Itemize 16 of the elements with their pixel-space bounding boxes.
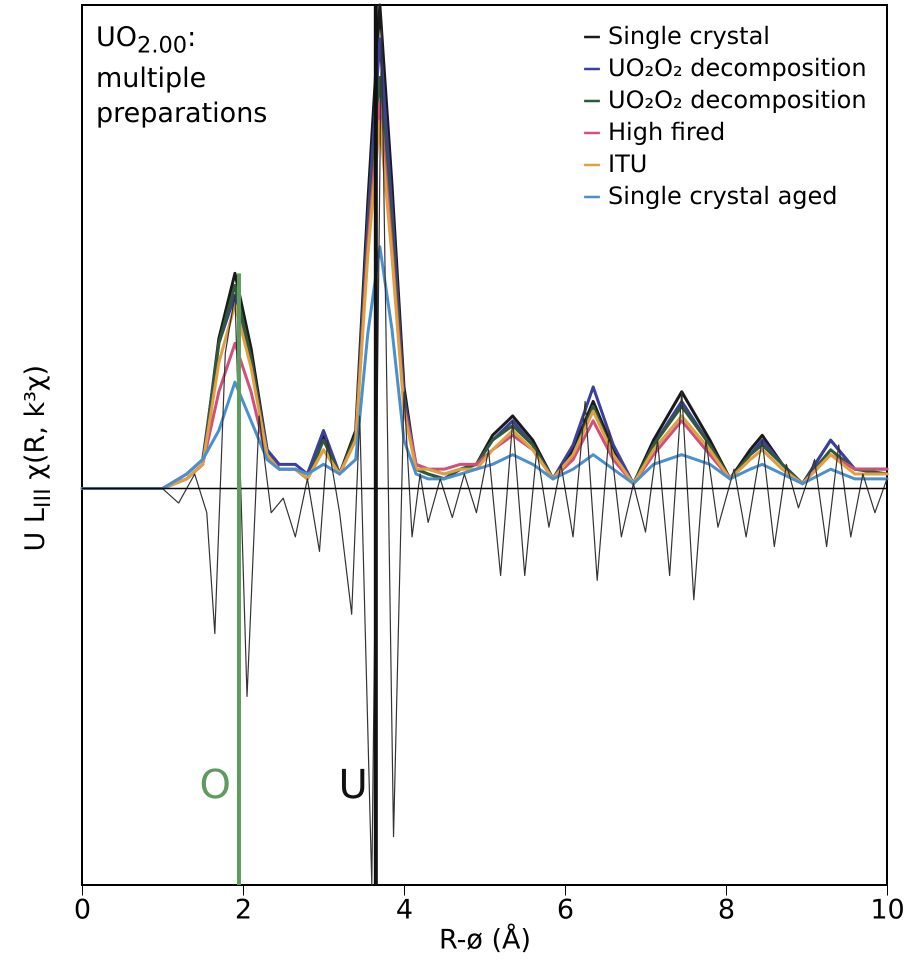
ref-line-label: O — [199, 762, 231, 808]
legend-label: ITU — [608, 150, 648, 178]
x-tick-label: 4 — [396, 894, 414, 926]
x-tick-label: 6 — [556, 894, 574, 926]
x-tick-label: 2 — [234, 894, 252, 926]
x-tick-label: 8 — [718, 894, 736, 926]
legend-label: Single crystal aged — [608, 182, 838, 210]
ref-line-label: U — [338, 762, 368, 808]
legend-label: UO₂O₂ decomposition — [608, 54, 867, 82]
x-axis-title: R-ø (Å) — [438, 922, 532, 956]
x-tick-label: 10 — [870, 894, 905, 926]
legend-label: UO₂O₂ decomposition — [608, 86, 867, 114]
legend-label: Single crystal — [608, 22, 770, 50]
x-tick-label: 0 — [74, 894, 92, 926]
annotation: UO$_{2.00}$: multiple preparations — [96, 21, 268, 131]
legend-label: High fired — [608, 118, 726, 146]
